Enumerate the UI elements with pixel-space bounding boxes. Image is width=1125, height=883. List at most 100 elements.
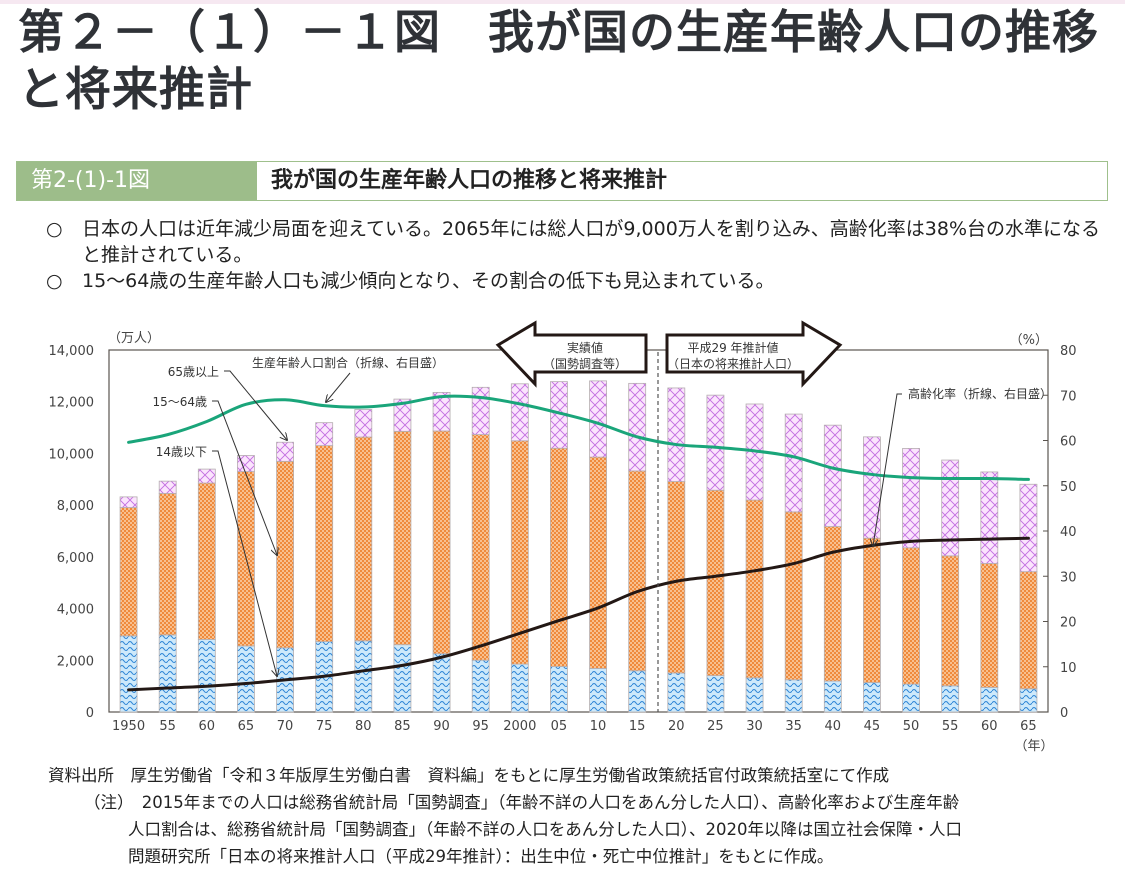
y-right-tick-label: 70 (1060, 389, 1077, 404)
bar-segment-14-under (510, 663, 529, 713)
bar-segment-65-plus (197, 468, 216, 484)
callout-14-under: 14歳以下 (156, 445, 277, 676)
bar-segment-14-under (237, 645, 255, 713)
y-left-tick-label: 0 (86, 706, 94, 721)
population-chart: （万人） （%） （年） 0 2,000 4,000 6,000 8,000 10,000… (49, 320, 1077, 754)
x-tick-label: 75 (316, 719, 333, 734)
bar-segment-15-64 (863, 537, 881, 683)
x-tick-label: 35 (785, 719, 802, 734)
y-left-tick-label: 12,000 (49, 396, 95, 411)
bar-segment-15-64 (941, 555, 960, 687)
x-tick-label: 60 (981, 719, 998, 734)
top-accent-bar (0, 0, 1125, 4)
bar-segment-14-under (823, 680, 842, 713)
x-tick-label: 25 (707, 719, 724, 734)
figure-header: 第2-(1)-1図 我が国の生産年齢人口の推移と将来推計 (16, 161, 1108, 201)
figure-title: 我が国の生産年齢人口の推移と将来推計 (271, 168, 668, 193)
bar-segment-65-plus (941, 459, 960, 557)
working-age-ratio-line (127, 394, 1030, 481)
page-title: 第２－（１）－１図 我が国の生産年齢人口の推移と将来推計 (18, 5, 1099, 116)
figure-number: 第2-(1)-1図 (17, 162, 257, 200)
projection-values-arrow: 平成29 年推計値 （日本の将来推計人口） (665, 320, 843, 388)
x-tick-label: 20 (668, 719, 685, 734)
summary-bullets: ○ 日本の人口は近年減少局面を迎えている。2065年には総人口が9,000万人を… (46, 216, 1106, 294)
label-15-64: 15～64歳 (152, 395, 207, 409)
bar-segment-65-plus (1019, 483, 1038, 573)
bar-segment-14-under (784, 679, 803, 713)
x-tick-label: 55 (942, 719, 959, 734)
projection-arrow-line1: 平成29 年推計値 (687, 340, 778, 355)
bullet-text: 日本の人口は近年減少局面を迎えている。2065年には総人口が9,000万人を割り… (82, 218, 1101, 266)
bar-segment-65-plus (354, 409, 373, 438)
summary-bullet: ○ 15～64歳の生産年齢人口も減少傾向となり、その割合の低下も見込まれている。 (46, 268, 1106, 294)
bar-segment-65-plus (393, 398, 412, 432)
bar-segment-14-under (393, 644, 412, 713)
summary-bullet: ○ 日本の人口は近年減少局面を迎えている。2065年には総人口が9,000万人を… (46, 216, 1106, 268)
bar-segment-14-under (1019, 688, 1038, 713)
x-tick-label: 95 (472, 719, 489, 734)
y-left-tick-label: 2,000 (57, 654, 94, 669)
bar-segment-14-under (745, 677, 764, 713)
y-axis-left-label: （万人） (108, 331, 160, 346)
bar-segment-15-64 (902, 547, 920, 685)
note-line: 問題研究所「日本の将来推計人口（平成29年推計）：出生中位・死亡中位推計」をもと… (128, 847, 834, 866)
label-aging-rate: 高齢化率（折線、右目盛） (908, 386, 1052, 401)
bar-segment-65-plus (706, 394, 725, 491)
bar-segment-65-plus (432, 391, 451, 432)
actual-arrow-line2: （国勢調査等） (543, 356, 627, 371)
bar-segment-15-64 (980, 563, 999, 688)
y-left-tick-label: 8,000 (57, 499, 94, 514)
actual-arrow-line1: 実績値 (567, 340, 603, 355)
x-tick-label: 60 (199, 719, 216, 734)
bullet-mark: ○ (46, 270, 63, 292)
bar-segment-14-under (432, 653, 451, 713)
x-tick-label: 2000 (503, 719, 536, 734)
bar-segment-65-plus (589, 380, 607, 458)
bar-segment-15-64 (158, 493, 177, 636)
bar-segment-65-plus (863, 436, 881, 539)
y-left-tick-label: 14,000 (49, 344, 95, 359)
bar-segment-15-64 (706, 489, 725, 677)
y-right-tick-label: 20 (1060, 616, 1077, 631)
bar-segment-65-plus (471, 386, 490, 435)
x-tick-label: 90 (433, 719, 450, 734)
bar-segment-14-under (471, 659, 490, 713)
callout-working-ratio: 生産年齢人口割合（折線、右目盛） (252, 355, 444, 402)
bar-segment-14-under (197, 639, 216, 713)
bar-segment-14-under (706, 675, 725, 713)
y-right-tick-label: 30 (1060, 570, 1077, 585)
bar-segment-65-plus (823, 424, 842, 527)
bar-segment-15-64 (628, 470, 647, 672)
bar-segment-65-plus (119, 496, 138, 508)
bar-segment-65-plus (315, 422, 334, 446)
bar-segment-15-64 (745, 499, 764, 679)
x-tick-label: 45 (864, 719, 881, 734)
x-tick-label: 55 (159, 719, 176, 734)
bar-segment-65-plus (276, 441, 294, 462)
bar-segment-15-64 (471, 434, 490, 661)
x-tick-label: 85 (394, 719, 411, 734)
x-axis-label: （年） (1014, 739, 1053, 754)
bullet-mark: ○ (46, 218, 63, 240)
x-tick-label: 50 (903, 719, 920, 734)
projection-arrow-line2: （日本の将来推計人口） (667, 356, 799, 371)
bar-segment-15-64 (1019, 571, 1038, 690)
x-tick-label: 65 (238, 719, 255, 734)
bar-segment-15-64 (784, 511, 803, 681)
bar-segment-65-plus (237, 455, 255, 473)
bar-segment-15-64 (667, 481, 686, 674)
bar-segment-14-under (550, 666, 568, 713)
bar-segment-14-under (589, 668, 607, 713)
y-right-tick-label: 10 (1060, 661, 1077, 676)
note-line: 人口割合は、総務省統計局「国勢調査」（年齢不詳の人口をあん分した人口）、2020… (128, 820, 962, 839)
x-tick-label: 80 (355, 719, 372, 734)
bar-segment-14-under (863, 682, 881, 713)
y-left-tick-label: 6,000 (57, 551, 94, 566)
source-line: 資料出所 厚生労働省「令和３年版厚生労働白書 資料編」をもとに厚生労働省政策統括… (48, 766, 890, 785)
x-tick-label: 05 (551, 719, 568, 734)
label-65-plus: 65歳以上 (168, 365, 219, 379)
x-tick-label: 1950 (112, 719, 145, 734)
bullet-text: 15～64歳の生産年齢人口も減少傾向となり、その割合の低下も見込まれている。 (82, 270, 775, 292)
bar-segment-15-64 (589, 456, 607, 669)
callout-aging-rate: 高齢化率（折線、右目盛） (873, 386, 1052, 546)
